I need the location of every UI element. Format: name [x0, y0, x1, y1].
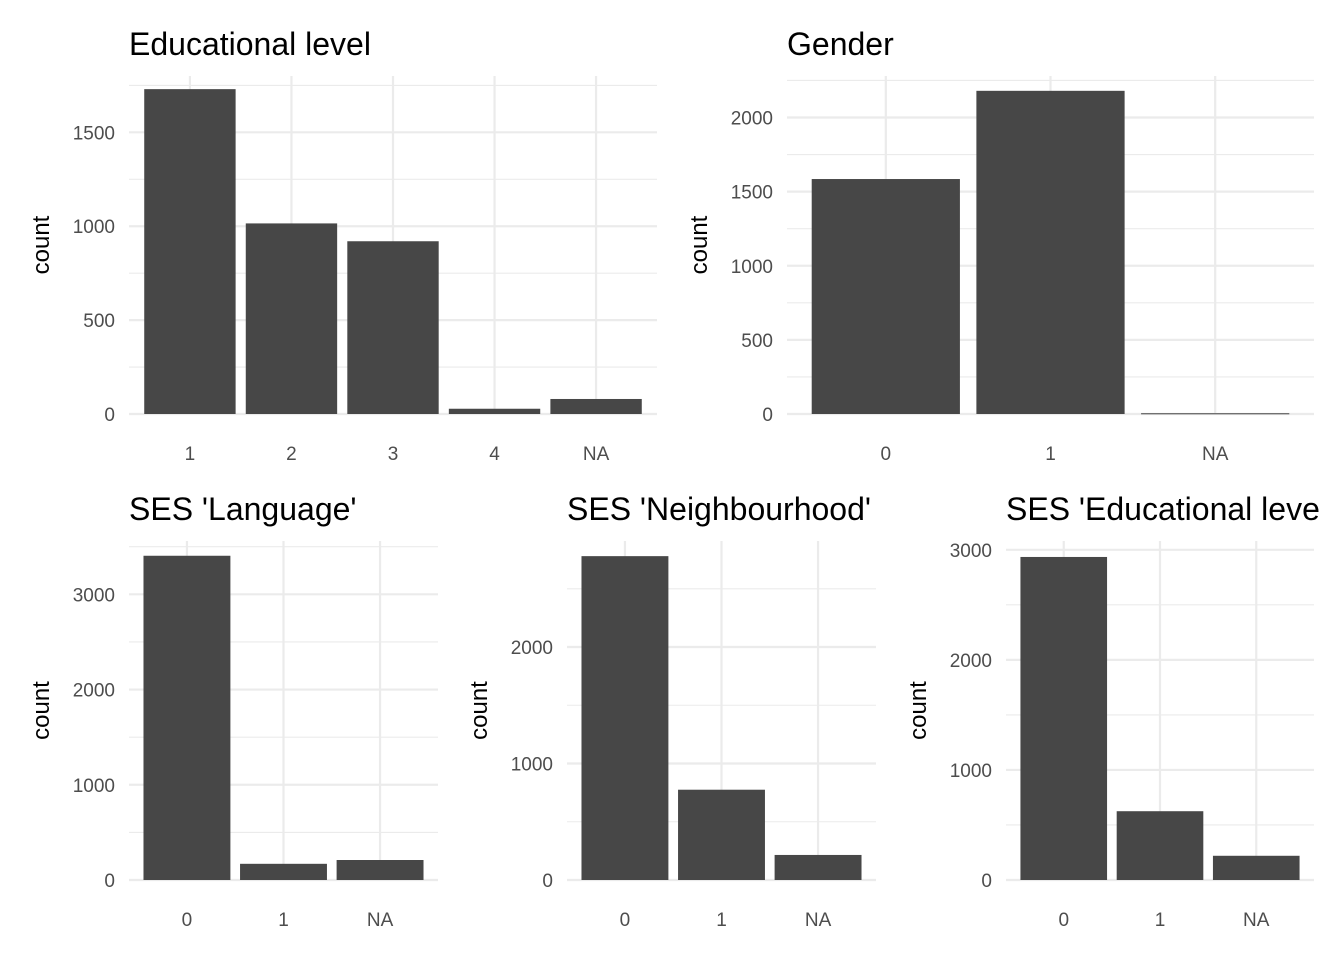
- y-tick-label: 1500: [731, 183, 773, 204]
- y-tick-label: 500: [83, 311, 115, 332]
- y-tick-label: 0: [542, 871, 553, 892]
- y-axis-label: count: [28, 215, 55, 274]
- bar-0: [1020, 556, 1108, 880]
- y-axis-label: count: [905, 681, 932, 740]
- bar-3: [347, 241, 439, 414]
- y-tick-label: 2000: [73, 681, 115, 702]
- y-tick-label: 1000: [731, 257, 773, 278]
- x-tick-label: NA: [583, 444, 610, 465]
- y-tick-label: 1000: [511, 755, 553, 776]
- bar-1: [240, 863, 327, 880]
- bar-NA: [1141, 413, 1290, 415]
- panel-title: SES 'Educational leve: [1006, 491, 1320, 527]
- x-tick-label: 0: [620, 910, 631, 931]
- x-tick-label: 0: [1058, 910, 1069, 931]
- y-tick-label: 1500: [73, 123, 115, 144]
- bar-NA: [550, 398, 642, 414]
- panel-title: SES 'Language': [129, 491, 357, 527]
- y-tick-label: 500: [741, 331, 773, 352]
- x-tick-label: 1: [716, 910, 727, 931]
- bar-1: [976, 90, 1125, 415]
- bar-4: [448, 408, 541, 414]
- x-tick-label: 3: [388, 444, 399, 465]
- chart-panel-4: 0 1000 2000 3000 0 1 NA SES 'Educational leve co…: [905, 491, 1320, 931]
- y-tick-label: 0: [762, 405, 773, 426]
- bar-2: [245, 223, 338, 414]
- y-axis-label: count: [28, 681, 55, 740]
- x-tick-label: 1: [185, 444, 196, 465]
- y-tick-label: 2000: [511, 638, 553, 659]
- x-tick-label: 1: [1045, 444, 1056, 465]
- panel-title: Gender: [787, 26, 894, 62]
- bar-1: [678, 789, 765, 880]
- y-tick-label: 3000: [73, 585, 115, 606]
- bar-NA: [1212, 855, 1300, 880]
- bar-0: [143, 555, 231, 880]
- x-tick-label: 1: [1155, 910, 1166, 931]
- y-tick-label: 0: [104, 871, 115, 892]
- y-axis-label: count: [466, 681, 493, 740]
- x-tick-label: NA: [1202, 444, 1229, 465]
- x-tick-label: 2: [286, 444, 297, 465]
- panel-title: SES 'Neighbourhood': [567, 491, 871, 527]
- x-tick-label: 0: [182, 910, 193, 931]
- x-tick-label: NA: [1243, 910, 1270, 931]
- bar-NA: [336, 860, 424, 880]
- panel-title: Educational level: [129, 26, 371, 62]
- y-tick-label: 1000: [73, 217, 115, 238]
- y-tick-label: 2000: [950, 651, 992, 672]
- bar-0: [581, 556, 669, 880]
- x-tick-label: NA: [805, 910, 832, 931]
- bar-0: [811, 179, 960, 414]
- x-tick-label: NA: [367, 910, 394, 931]
- chart-panel-0: 0 500 1000 1500 1 2 3 4 NA Educational level count: [28, 26, 657, 465]
- chart-panel-1: 0 500 1000 1500 2000 0 1 NA Gender count: [686, 26, 1314, 465]
- x-tick-label: 4: [489, 444, 500, 465]
- bar-NA: [774, 854, 862, 880]
- chart-panel-3: 0 1000 2000 0 1 NA SES 'Neighbourhood' count: [466, 491, 876, 931]
- y-tick-label: 1000: [73, 776, 115, 797]
- y-tick-label: 3000: [950, 541, 992, 562]
- bar-1: [1116, 811, 1204, 880]
- x-tick-label: 1: [278, 910, 289, 931]
- y-tick-label: 0: [104, 405, 115, 426]
- chart-panel-2: 0 1000 2000 3000 0 1 NA SES 'Language' count: [28, 491, 438, 931]
- y-axis-label: count: [686, 215, 713, 274]
- x-tick-label: 0: [881, 444, 892, 465]
- y-tick-label: 0: [981, 871, 992, 892]
- bar-1: [144, 89, 236, 415]
- y-tick-label: 2000: [731, 109, 773, 130]
- y-tick-label: 1000: [950, 761, 992, 782]
